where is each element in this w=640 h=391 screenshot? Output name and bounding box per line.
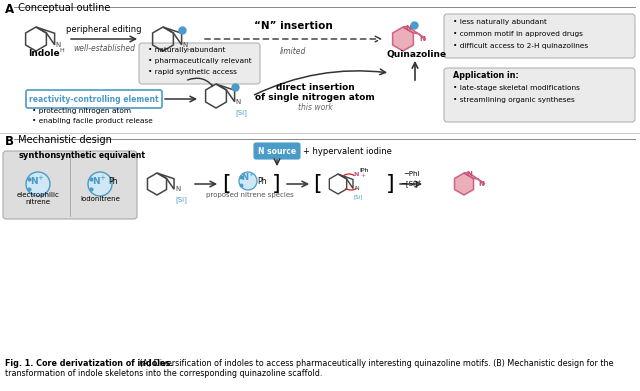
Text: ]: ]	[386, 174, 395, 194]
Text: H: H	[187, 48, 191, 53]
Text: N source: N source	[258, 147, 296, 156]
Text: N: N	[354, 186, 359, 191]
FancyBboxPatch shape	[26, 90, 162, 108]
FancyBboxPatch shape	[444, 68, 635, 122]
Polygon shape	[392, 27, 413, 51]
Text: • protecting nitrogen atom: • protecting nitrogen atom	[32, 108, 131, 114]
Text: N: N	[466, 171, 472, 177]
FancyBboxPatch shape	[444, 14, 635, 58]
Text: Mechanistic design: Mechanistic design	[15, 135, 112, 145]
Text: reactivity-controlling element: reactivity-controlling element	[29, 95, 159, 104]
Text: −PhI: −PhI	[403, 171, 419, 177]
Text: Quinazoline: Quinazoline	[387, 50, 447, 59]
Text: of single nitrogen atom: of single nitrogen atom	[255, 93, 375, 102]
Text: N: N	[92, 176, 100, 185]
Text: peripheral editing: peripheral editing	[67, 25, 141, 34]
Text: direct insertion: direct insertion	[276, 84, 355, 93]
Text: H: H	[60, 48, 65, 53]
Text: synthetic equivalent: synthetic equivalent	[56, 151, 145, 160]
Text: (A) Diversification of indoles to access pharmaceutically interesting quinazolin: (A) Diversification of indoles to access…	[137, 359, 613, 368]
Text: N: N	[236, 99, 241, 105]
Circle shape	[26, 172, 50, 196]
FancyBboxPatch shape	[3, 151, 137, 219]
Text: iodonitrene: iodonitrene	[80, 196, 120, 202]
Text: • pharmaceutically relevant: • pharmaceutically relevant	[148, 58, 252, 64]
Text: Conceptual outline: Conceptual outline	[15, 3, 110, 13]
Text: B: B	[5, 135, 14, 148]
Text: Application in:: Application in:	[453, 72, 519, 81]
Text: N: N	[56, 42, 61, 48]
Text: + hypervalent iodine: + hypervalent iodine	[303, 147, 392, 156]
Text: +: +	[99, 175, 105, 181]
Text: Ph: Ph	[257, 176, 266, 185]
Text: [Si]: [Si]	[175, 196, 187, 203]
Text: • enabling facile product release: • enabling facile product release	[32, 118, 153, 124]
Text: Fig. 1. Core derivatization of indoles.: Fig. 1. Core derivatization of indoles.	[5, 359, 173, 368]
Text: • less naturally abundant: • less naturally abundant	[453, 19, 547, 25]
Text: • difficult access to 2-H quinazolines: • difficult access to 2-H quinazolines	[453, 43, 588, 49]
Circle shape	[239, 172, 257, 190]
Text: N: N	[241, 174, 248, 183]
Text: N: N	[478, 181, 484, 187]
Text: N: N	[182, 42, 188, 48]
Polygon shape	[454, 173, 474, 195]
Text: synthon: synthon	[19, 151, 57, 160]
Text: [: [	[313, 174, 322, 194]
Text: well-established: well-established	[73, 44, 135, 53]
Text: +: +	[248, 172, 253, 178]
Text: limited: limited	[280, 47, 306, 56]
Text: • naturally abundant: • naturally abundant	[148, 47, 225, 53]
Polygon shape	[403, 27, 426, 39]
Text: N: N	[353, 172, 358, 176]
Text: transformation of indole skeletons into the corresponding quinazoline scaffold.: transformation of indole skeletons into …	[5, 368, 323, 377]
Text: A: A	[5, 3, 14, 16]
Text: ]: ]	[272, 174, 280, 194]
Circle shape	[88, 172, 112, 196]
Text: −[Si]⁺: −[Si]⁺	[400, 180, 422, 188]
Text: this work: this work	[298, 104, 332, 113]
Text: Ph: Ph	[108, 176, 118, 185]
Text: • rapid synthetic access: • rapid synthetic access	[148, 69, 237, 75]
Text: Indole: Indole	[28, 49, 60, 58]
Text: [Si]: [Si]	[354, 194, 364, 199]
Polygon shape	[464, 172, 485, 184]
Text: +: +	[360, 173, 365, 178]
Text: • late-stage skeletal modifications: • late-stage skeletal modifications	[453, 85, 580, 91]
FancyArrowPatch shape	[188, 78, 212, 86]
Text: IPh: IPh	[359, 169, 369, 174]
FancyBboxPatch shape	[254, 143, 300, 159]
Text: electrophilic
nitrene: electrophilic nitrene	[17, 192, 60, 206]
Text: N: N	[30, 176, 38, 185]
Text: [: [	[222, 174, 230, 194]
Text: N: N	[406, 25, 412, 31]
Text: N: N	[419, 36, 425, 42]
Text: proposed nitrene species: proposed nitrene species	[206, 192, 294, 198]
Text: • common motif in approved drugs: • common motif in approved drugs	[453, 31, 583, 37]
Text: N: N	[175, 186, 180, 192]
Text: [Si]: [Si]	[236, 109, 248, 115]
Text: +: +	[37, 175, 43, 181]
Text: • streamlining organic syntheses: • streamlining organic syntheses	[453, 97, 575, 103]
Text: “N” insertion: “N” insertion	[253, 21, 332, 31]
FancyBboxPatch shape	[139, 43, 260, 84]
